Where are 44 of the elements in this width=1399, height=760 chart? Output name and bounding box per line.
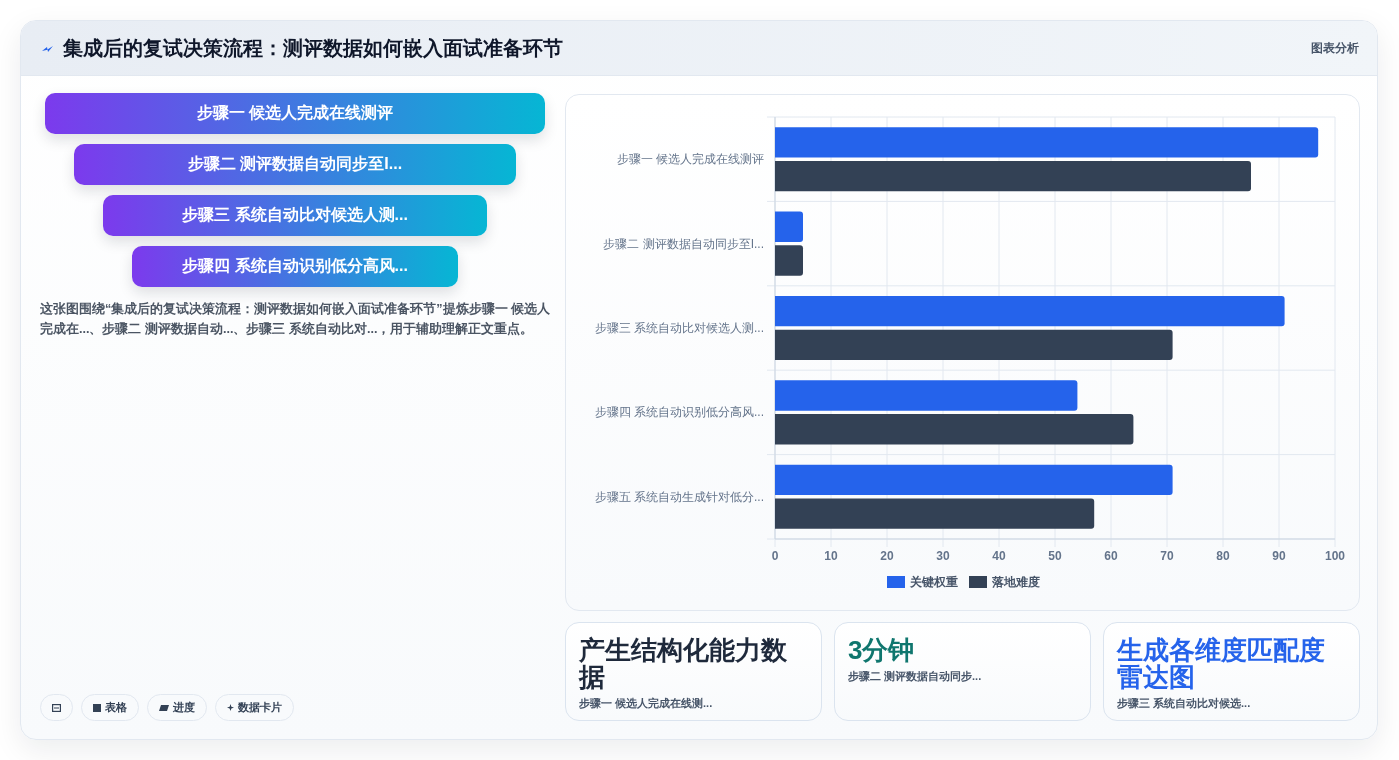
category-label: 步骤二 测评数据自动同步至I... <box>74 144 516 185</box>
y-tick-label: 步骤四 系统自动识别低分高风... <box>594 405 764 420</box>
legend-label: 落地难度 <box>991 575 1040 589</box>
y-tick-label: 步骤一 候选人完成在线测评 <box>616 152 764 167</box>
text: 这张图围绕“集成后的复试决策流程：测评数据如何嵌入面试准备环节”提炼步骤一 候选人完成在...、步骤二 测评数据自动...、步骤三 系统自动比对...，用于辅助理解正文重点。 <box>40 301 552 338</box>
text: 步骤二 测评数据自动同步... <box>848 669 983 683</box>
category-label: 步骤一 候选人完成在线测评 <box>45 93 545 134</box>
x-tick-label: 50 <box>1048 549 1062 563</box>
category-label: 步骤四 系统自动识别低分高风... <box>132 246 458 287</box>
x-tick-label: 30 <box>936 549 950 563</box>
text: 步骤三 系统自动比对候选... <box>1117 696 1252 710</box>
x-tick-label: 40 <box>992 549 1006 563</box>
bar <box>775 295 1285 327</box>
bar <box>775 380 1078 411</box>
bar <box>775 329 1173 361</box>
x-tick-label: 80 <box>1216 549 1230 563</box>
text: 生成各维度匹配度雷达图 <box>1117 635 1326 692</box>
x-tick-label: 20 <box>880 549 894 563</box>
category-label: 表格 <box>105 700 127 715</box>
text: 产生结构化能力数据 <box>579 635 788 692</box>
bar <box>775 160 1251 192</box>
category-label: 数据卡片 <box>238 700 282 715</box>
bar <box>775 464 1173 496</box>
bar <box>775 245 803 276</box>
y-tick-label: 步骤五 系统自动生成针对低分... <box>594 489 764 504</box>
legend-label: 关键权重 <box>909 575 958 589</box>
x-tick-label: 60 <box>1104 549 1118 563</box>
category-label: 步骤三 系统自动比对候选人测... <box>103 195 487 236</box>
text: 图表分析 <box>1311 40 1359 57</box>
y-tick-label: 步骤二 测评数据自动同步至I... <box>603 236 764 251</box>
y-tick-label: 步骤三 系统自动比对候选人测... <box>594 321 764 335</box>
bar <box>775 414 1134 445</box>
x-tick-label: 100 <box>1324 549 1346 563</box>
text: 步骤一 候选人完成在线测... <box>579 696 714 710</box>
x-tick-label: 70 <box>1160 549 1174 563</box>
text: 3分钟 <box>848 635 916 665</box>
bar <box>775 127 1319 158</box>
bar <box>775 498 1095 529</box>
x-tick-label: 90 <box>1272 549 1286 563</box>
bar <box>775 211 803 242</box>
x-tick-label: 10 <box>824 549 838 563</box>
category-label: 进度 <box>173 700 195 715</box>
x-tick-label: 0 <box>771 549 779 563</box>
text: 集成后的复试决策流程：测评数据如何嵌入面试准备环节 <box>63 36 563 61</box>
